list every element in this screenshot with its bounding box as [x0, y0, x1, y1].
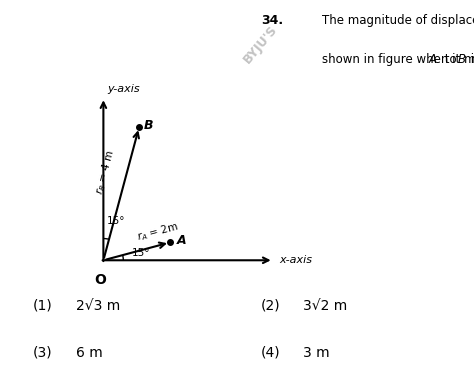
Text: (2): (2) — [261, 299, 280, 313]
Text: 3 m: 3 m — [303, 346, 330, 360]
Text: (3): (3) — [33, 346, 53, 360]
Text: to: to — [441, 53, 460, 65]
Text: shown in figure when it moves from: shown in figure when it moves from — [322, 53, 474, 66]
Text: (4): (4) — [261, 346, 280, 360]
Text: 15°: 15° — [107, 216, 126, 226]
Text: A: A — [176, 234, 186, 247]
Text: 34.: 34. — [261, 14, 283, 27]
Text: (1): (1) — [33, 299, 53, 313]
Text: 6 m: 6 m — [76, 346, 102, 360]
Text: x-axis: x-axis — [279, 255, 312, 265]
Text: $r_B$ = 4 m: $r_B$ = 4 m — [92, 148, 118, 196]
Text: The magnitude of displacement of the particle as: The magnitude of displacement of the par… — [322, 14, 474, 27]
Text: A: A — [429, 53, 437, 65]
Text: O: O — [94, 273, 106, 287]
Text: BYJU'S: BYJU'S — [241, 23, 280, 66]
Text: $r_A$ = 2m: $r_A$ = 2m — [136, 220, 181, 244]
Text: B: B — [457, 53, 465, 65]
Text: 2√3 m: 2√3 m — [76, 299, 120, 313]
Text: 15°: 15° — [132, 248, 150, 258]
Text: y-axis: y-axis — [107, 84, 140, 94]
Text: B: B — [143, 119, 153, 132]
Text: is: is — [467, 53, 474, 65]
Text: 3√2 m: 3√2 m — [303, 299, 347, 313]
